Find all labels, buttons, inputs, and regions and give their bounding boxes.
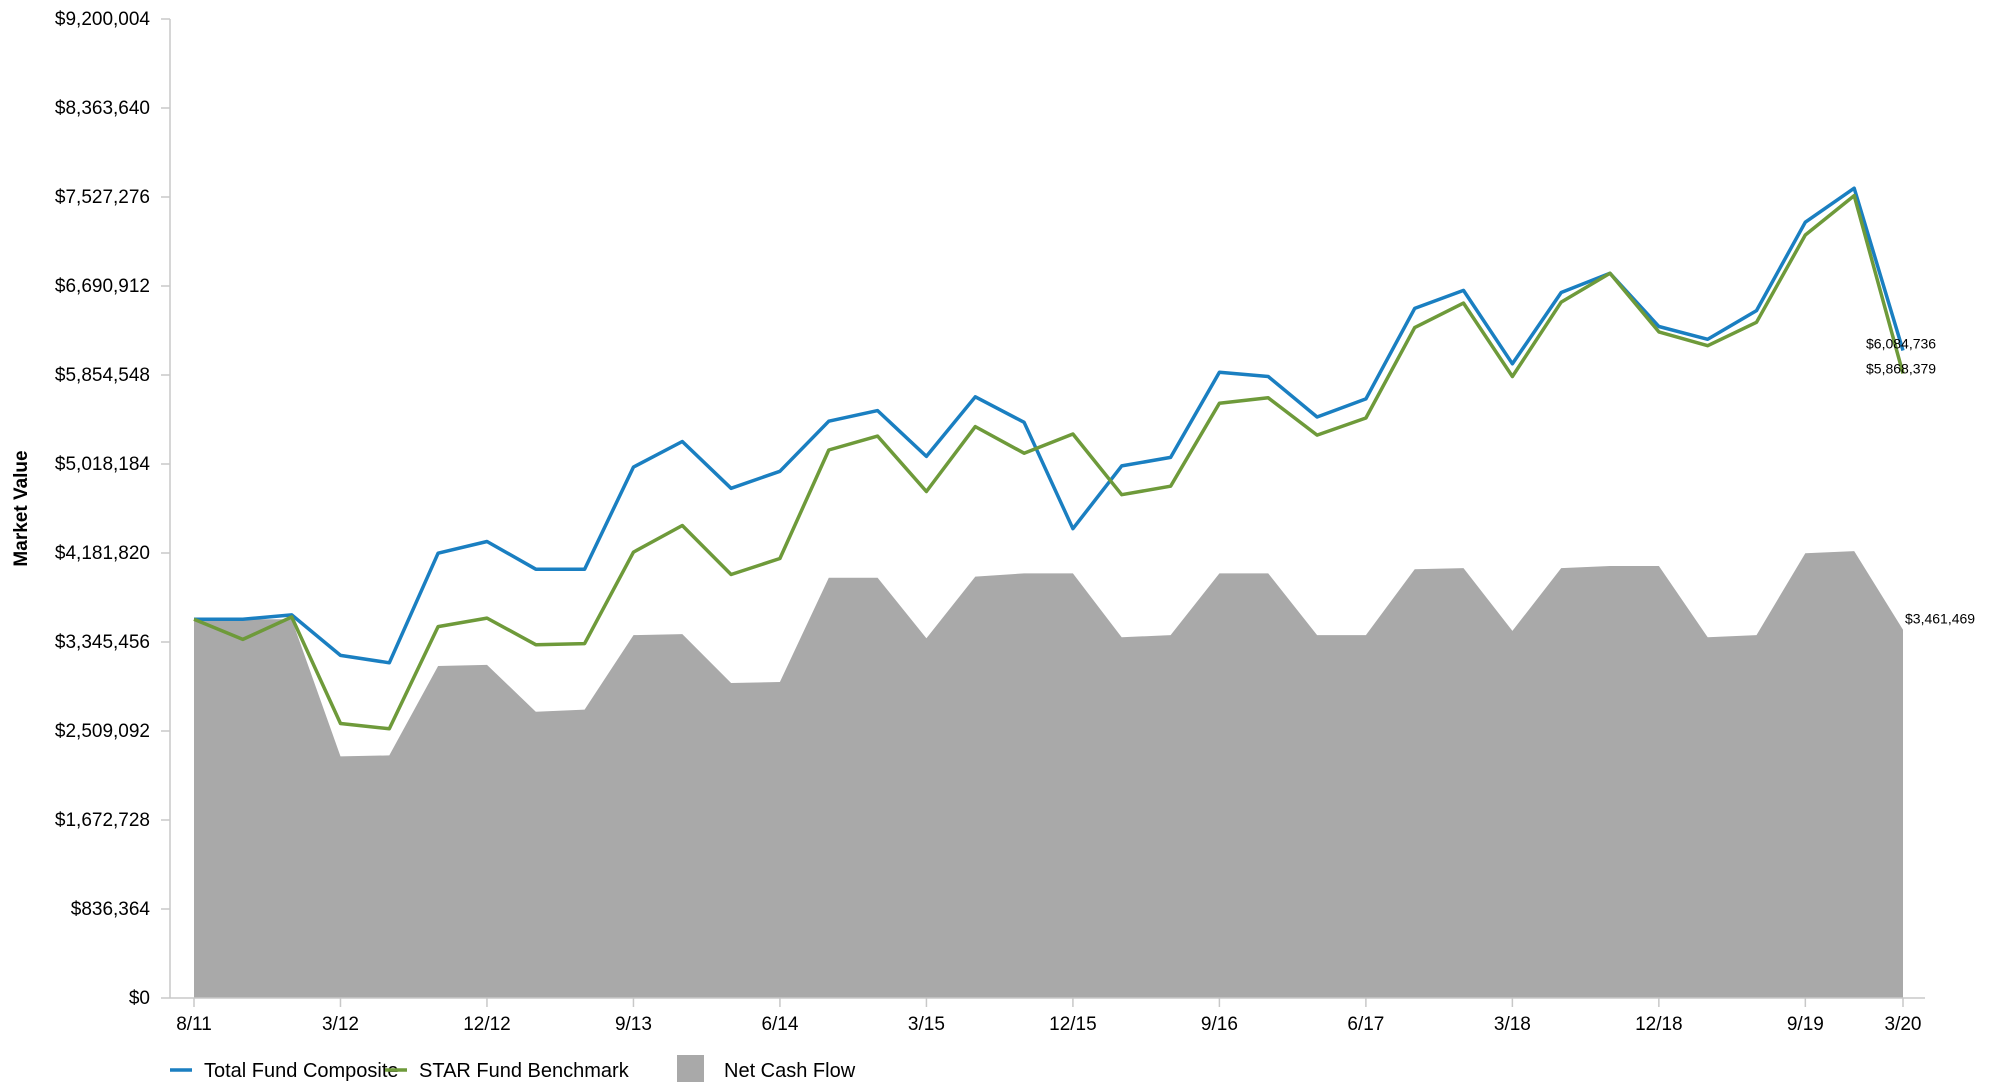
y-tick-label: $1,672,728 [55,810,150,831]
x-tick-label: 9/13 [615,1014,652,1035]
end-value-label: $6,084,736 [1866,336,1936,352]
x-tick-label: 6/17 [1347,1014,1384,1035]
x-tick-label: 6/14 [761,1014,798,1035]
end-value-label: $5,868,379 [1866,361,1936,377]
y-tick-label: $4,181,820 [55,543,150,564]
legend-label: Total Fund Composite [204,1060,399,1082]
y-tick-label: $2,509,092 [55,721,150,742]
y-tick-label: $7,527,276 [55,187,150,208]
x-tick-label: 9/19 [1787,1014,1824,1035]
y-tick-label: $836,364 [71,899,151,920]
y-tick-label: $0 [129,988,150,1009]
y-tick-label: $9,200,004 [55,9,151,30]
x-tick-label: 9/16 [1201,1014,1238,1035]
x-tick-label: 3/18 [1494,1014,1531,1035]
y-tick-label: $5,854,548 [55,365,150,386]
series-line-star-fund-benchmark [193,193,1905,731]
x-tick-label: 3/20 [1885,1014,1922,1035]
y-tick-label: $6,690,912 [55,276,150,297]
end-value-label: $3,461,469 [1905,611,1975,627]
y-tick-label: $3,345,456 [55,632,150,653]
x-tick-label: 12/18 [1635,1014,1683,1035]
x-tick-label: 3/12 [322,1014,359,1035]
x-tick-label: 3/15 [908,1014,945,1035]
y-tick-label: $5,018,184 [55,454,151,475]
legend-label: Net Cash Flow [724,1060,856,1082]
legend-swatch-box [677,1055,704,1082]
legend-label: STAR Fund Benchmark [419,1060,630,1082]
x-tick-label: 12/12 [463,1014,511,1035]
series-area-net-cash-flow [194,551,1903,998]
y-axis-title: Market Value [11,450,32,566]
y-tick-label: $8,363,640 [55,98,150,119]
x-tick-label: 12/15 [1049,1014,1097,1035]
x-tick-label: 8/11 [176,1014,212,1035]
